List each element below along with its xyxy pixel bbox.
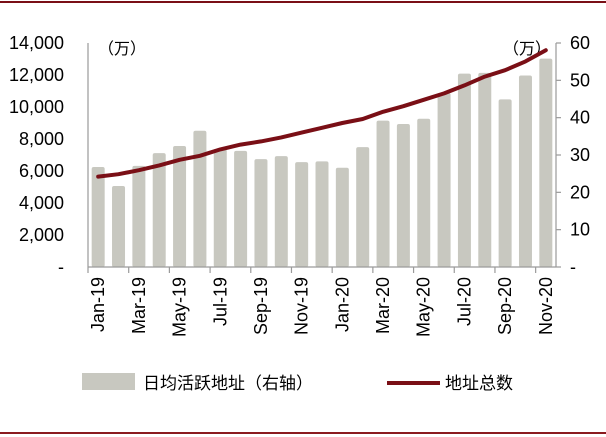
bar [254, 159, 268, 267]
x-tick-label: Sep-19 [251, 277, 271, 335]
x-tick-label: May-20 [414, 277, 434, 337]
bar [234, 150, 248, 267]
x-tick-label: Mar-19 [129, 277, 149, 334]
legend-bar-label: 日均活跃地址（右轴） [143, 374, 313, 394]
left-tick-label: 10,000 [9, 97, 64, 117]
right-tick-label: 10 [570, 220, 590, 240]
left-tick-label: 14,000 [9, 33, 64, 53]
x-tick-label: Mar-20 [373, 277, 393, 334]
bar [152, 153, 166, 267]
bar [478, 72, 492, 267]
axes [87, 42, 561, 273]
bar [295, 162, 309, 267]
right-axis-ticks: 60 50 40 30 20 10 - [570, 33, 590, 277]
bar [457, 73, 471, 267]
x-axis-labels: Jan-19 Mar-19 May-19 Jul-19 Sep-19 Nov-19 Jan-… [88, 277, 556, 337]
right-tick-label: 30 [570, 145, 590, 165]
legend-bar-swatch [82, 373, 135, 390]
bar [173, 146, 187, 267]
right-tick-label: - [570, 257, 576, 277]
x-tick-label: Nov-19 [292, 277, 312, 335]
bar [437, 93, 451, 267]
bar [213, 149, 227, 267]
right-tick-label: 50 [570, 70, 590, 90]
left-tick-label: 6,000 [19, 161, 64, 181]
bar [356, 147, 370, 267]
bar [132, 165, 146, 267]
legend-line-label: 地址总数 [445, 374, 513, 394]
left-tick-label: 12,000 [9, 65, 64, 85]
bar [539, 58, 553, 268]
left-tick-label: 2,000 [19, 225, 64, 245]
right-tick-label: 40 [570, 108, 590, 128]
x-tick-label: Jan-20 [332, 277, 352, 332]
x-tick-label: Jul-19 [210, 277, 230, 326]
right-tick-label: 20 [570, 182, 590, 202]
line-series [96, 48, 548, 179]
bar [518, 75, 532, 267]
bar [193, 130, 207, 267]
legend: 日均活跃地址（右轴） 地址总数 [82, 373, 513, 394]
bar [91, 166, 105, 267]
left-tick-label: - [58, 257, 64, 277]
left-axis-unit: （万） [98, 39, 146, 58]
x-tick-label: Sep-20 [495, 277, 515, 335]
bottom-rule [0, 432, 606, 434]
x-tick-label: Jan-19 [88, 277, 108, 332]
left-tick-label: 4,000 [19, 193, 64, 213]
bar [112, 185, 126, 267]
bar [498, 99, 512, 267]
bar [274, 156, 288, 267]
bar [335, 167, 349, 267]
bar [376, 120, 390, 267]
bar [417, 118, 431, 267]
left-tick-label: 8,000 [19, 129, 64, 149]
right-tick-label: 60 [570, 33, 590, 53]
x-tick-label: May-19 [170, 277, 190, 337]
x-tick-label: Jul-20 [454, 277, 474, 326]
right-axis-unit: （万） [503, 39, 551, 58]
left-axis-ticks: 14,000 12,000 10,000 8,000 6,000 4,000 2,000 - [9, 33, 64, 277]
bar-series [91, 58, 553, 268]
x-tick-label: Nov-20 [536, 277, 556, 335]
bar [396, 124, 410, 267]
bar [315, 161, 329, 267]
top-rule [0, 1, 606, 3]
